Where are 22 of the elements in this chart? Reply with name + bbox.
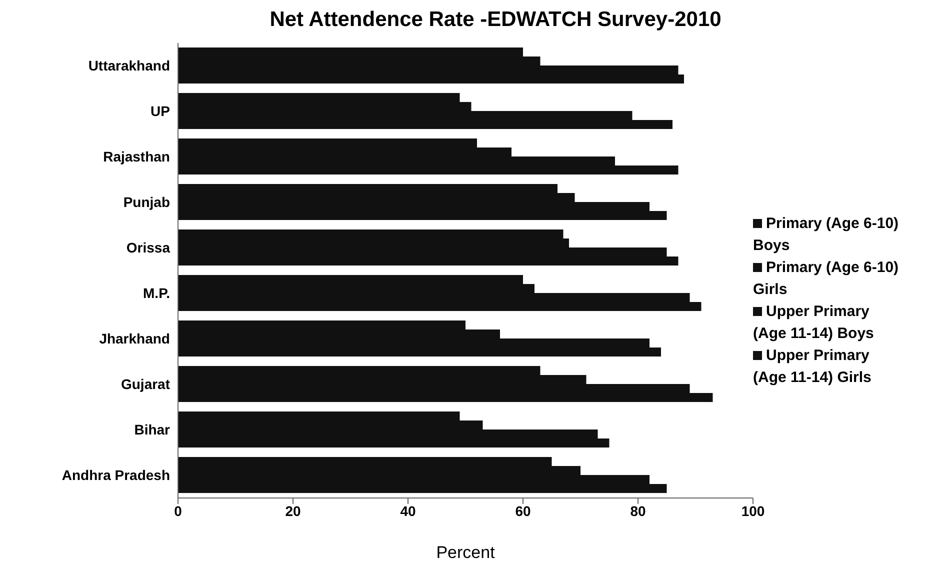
x-tick-label: 20 xyxy=(285,502,301,519)
x-tick-label: 40 xyxy=(400,502,416,519)
chart-title: Net Attendence Rate -EDWATCH Survey-2010 xyxy=(268,8,722,33)
x-tick-label: 100 xyxy=(741,502,765,519)
y-tick-label: M.P. xyxy=(143,285,170,302)
y-tick-label: UP xyxy=(150,103,170,120)
x-tick-label: 0 xyxy=(174,502,182,519)
x-axis-title: Percent xyxy=(436,543,496,562)
legend-label: Upper Primary (Age 11-14) Girls xyxy=(753,346,872,386)
y-tick-label: Jharkhand xyxy=(99,330,170,347)
y-tick-label: Rajasthan xyxy=(103,148,170,165)
y-tick-label: Orissa xyxy=(126,240,170,256)
x-tick-label: 60 xyxy=(515,502,531,519)
x-tick-label: 80 xyxy=(630,502,646,519)
y-tick-label: Bihar xyxy=(134,422,171,438)
y-tick-label: Andhra Pradesh xyxy=(62,467,170,484)
legend-label: Primary (Age 6-10) Girls xyxy=(753,258,899,298)
y-tick-label: Gujarat xyxy=(120,376,170,392)
legend-label: Upper Primary (Age 11-14) Boys xyxy=(753,302,874,342)
y-tick-label: Punjab xyxy=(123,194,170,210)
y-tick-label: Uttarakhand xyxy=(88,58,170,74)
legend-label: Primary (Age 6-10) Boys xyxy=(753,214,899,254)
